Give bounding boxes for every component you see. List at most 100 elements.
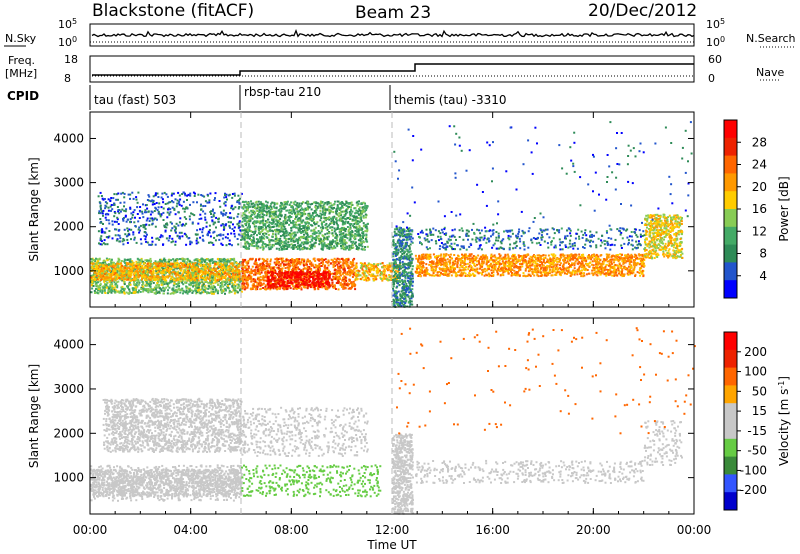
power-scatter-cell xyxy=(100,238,103,241)
power-scatter-cell xyxy=(204,273,207,275)
power-scatter-cell xyxy=(172,201,175,204)
power-scatter-cell xyxy=(342,258,344,261)
power-scatter-cell xyxy=(272,267,275,270)
power-scatter-cell xyxy=(203,266,206,269)
power-scatter-cell xyxy=(169,211,172,214)
power-scatter-cell xyxy=(260,271,263,274)
power-scatter-cell xyxy=(90,258,93,261)
power-scatter-cell xyxy=(122,243,125,246)
power-scatter-cell xyxy=(257,268,259,271)
power-scatter-cell xyxy=(262,282,265,285)
power-scatter-cell xyxy=(215,226,217,229)
power-scatter-cell xyxy=(104,216,107,219)
power-scatter-cell xyxy=(242,286,245,289)
power-scatter-cell xyxy=(256,264,259,267)
power-scatter-cell xyxy=(271,270,274,273)
power-scatter-cell xyxy=(229,226,231,229)
power-scatter-cell xyxy=(237,273,239,276)
power-scatter-cell xyxy=(105,271,108,274)
power-scatter-cell xyxy=(364,204,367,207)
power-scatter-cell xyxy=(259,281,262,284)
power-scatter-cell xyxy=(240,192,243,195)
power-scatter-cell xyxy=(178,203,181,206)
power-scatter-cell xyxy=(221,277,224,280)
power-scatter-cell xyxy=(222,289,225,292)
power-scatter-cell xyxy=(320,265,323,267)
power-scatter-cell xyxy=(103,280,106,283)
cpid-text-2: rbsp-tau 210 xyxy=(244,85,321,99)
power-scatter-cell xyxy=(181,273,184,276)
power-scatter-cell xyxy=(116,220,118,223)
power-scatter-cell xyxy=(204,284,207,287)
power-scatter-cell xyxy=(283,207,286,210)
power-scatter-cell xyxy=(154,192,157,195)
power-scatter-cell xyxy=(95,272,98,275)
power-scatter-cell xyxy=(252,282,255,285)
power-scatter-cell xyxy=(120,273,123,276)
power-scatter-cell xyxy=(192,284,195,287)
power-scatter-cell xyxy=(241,233,244,236)
power-scatter-cell xyxy=(185,217,188,220)
power-scatter-cell xyxy=(209,281,212,284)
power-scatter-cell xyxy=(189,194,192,197)
power-scatter-cell xyxy=(216,270,219,273)
power-scatter-cell xyxy=(308,260,311,263)
power-scatter-cell xyxy=(106,259,109,262)
power-scatter-cell xyxy=(144,272,147,275)
power-scatter-cell xyxy=(349,287,352,289)
power-scatter-cell xyxy=(158,267,160,270)
power-scatter-cell xyxy=(334,240,337,243)
power-scatter-cell xyxy=(168,213,171,216)
power-scatter-cell xyxy=(230,216,233,219)
power-scatter-cell xyxy=(289,237,292,240)
power-scatter-cell xyxy=(153,266,156,269)
power-scatter-cell xyxy=(143,262,145,265)
power-scatter-cell xyxy=(131,261,134,264)
power-scatter-cell xyxy=(101,197,104,200)
power-scatter-cell xyxy=(222,285,225,288)
power-scatter-cell xyxy=(158,291,160,294)
power-scatter-cell xyxy=(347,258,350,261)
power-scatter-cell xyxy=(181,193,184,195)
power-scatter-cell xyxy=(299,204,302,207)
power-scatter-cell xyxy=(155,261,158,264)
power-scatter-cell xyxy=(166,223,169,226)
power-scatter-cell xyxy=(214,197,216,200)
power-scatter-cell xyxy=(112,270,115,272)
power-scatter-cell xyxy=(289,276,292,279)
power-scatter-cell xyxy=(119,275,122,278)
power-scatter-cell xyxy=(147,274,150,277)
power-scatter-cell xyxy=(200,208,203,211)
noise-left-tick-top: 105 xyxy=(58,17,77,31)
power-scatter-cell xyxy=(101,285,104,288)
power-scatter-cell xyxy=(129,193,132,196)
power-scatter-cell xyxy=(191,291,194,294)
power-scatter-cell xyxy=(162,219,165,221)
power-scatter-cell xyxy=(299,273,302,275)
power-scatter-cell xyxy=(111,265,114,268)
power-scatter-cell xyxy=(321,283,324,285)
power-scatter-cell xyxy=(268,279,271,281)
power-scatter-cell xyxy=(193,214,196,217)
power-scatter-cell xyxy=(199,271,202,274)
power-scatter-cell xyxy=(298,268,301,271)
power-scatter-cell xyxy=(128,281,131,284)
power-scatter-cell xyxy=(239,281,242,284)
power-scatter-cell xyxy=(181,281,184,284)
power-scatter-cell xyxy=(156,218,158,221)
power-scatter-cell xyxy=(185,222,188,225)
power-scatter-cell xyxy=(301,274,304,277)
power-scatter-cell xyxy=(214,289,217,292)
power-scatter-cell xyxy=(267,279,270,282)
power-scatter-cell xyxy=(152,281,155,284)
power-scatter-band xyxy=(97,191,243,247)
freq-left-tick-bottom: 8 xyxy=(64,72,71,85)
power-scatter-cell xyxy=(328,274,331,277)
power-scatter-cell xyxy=(147,194,150,197)
power-scatter-cell xyxy=(204,265,207,268)
power-scatter-cell xyxy=(337,267,340,270)
power-scatter-cell xyxy=(220,263,223,266)
power-scatter-cell xyxy=(321,285,324,288)
power-scatter-cell xyxy=(99,218,102,220)
power-scatter-cell xyxy=(266,258,269,261)
